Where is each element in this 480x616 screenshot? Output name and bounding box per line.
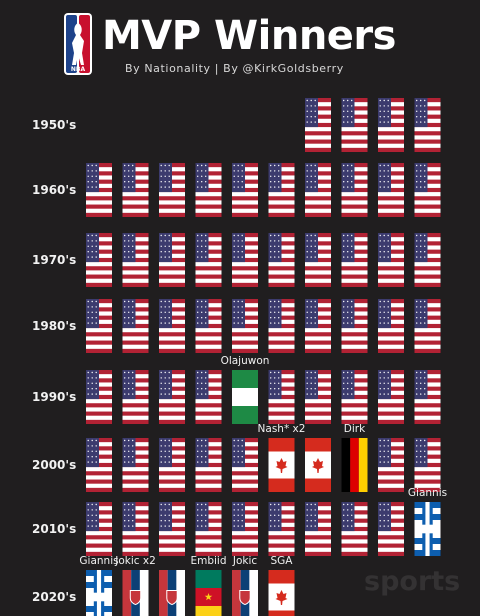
flag-canada-2020-s-6	[268, 570, 295, 616]
flag-germany-2000-s-8	[341, 438, 368, 492]
flag-usa-1970-s-6	[268, 233, 295, 287]
watermark: sports	[364, 566, 461, 597]
flag-usa-1980-s-6	[268, 299, 295, 353]
flag-usa-1950-s-1	[305, 98, 331, 152]
flag-greece-2010-s-10	[414, 502, 441, 556]
flag-usa-1970-s-9	[378, 233, 404, 287]
flag-cameroon-2020-s-4	[195, 570, 222, 616]
flag-usa-1990-s-8	[341, 370, 368, 424]
flag-usa-1980-s-10	[414, 299, 441, 353]
flag-usa-1970-s-1	[86, 233, 112, 287]
flag-usa-2000-s-3	[159, 438, 185, 492]
flag-usa-1990-s-4	[195, 370, 222, 424]
decade-label-1990-s: 1990's	[32, 390, 76, 404]
flag-usa-1950-s-3	[378, 98, 404, 152]
flag-usa-2010-s-1	[86, 502, 112, 556]
flag-usa-2000-s-4	[195, 438, 222, 492]
flag-usa-1980-s-9	[378, 299, 404, 353]
flag-usa-1950-s-2	[341, 98, 368, 152]
flag-nigeria-1990-s-5	[232, 370, 258, 424]
flag-usa-1960-s-2	[122, 163, 149, 217]
flag-usa-1960-s-10	[414, 163, 441, 217]
header: NBA MVP Winners By Nationality | By @Kir…	[0, 0, 480, 90]
flag-usa-1960-s-6	[268, 163, 295, 217]
flag-greece-2020-s-1	[86, 570, 112, 616]
flag-usa-1950-s-4	[414, 98, 441, 152]
decade-label-1970-s: 1970's	[32, 253, 76, 267]
flag-usa-1990-s-2	[122, 370, 149, 424]
flag-usa-2000-s-10	[414, 438, 441, 492]
decade-label-2020-s: 2020's	[32, 590, 76, 604]
flag-usa-1990-s-6	[268, 370, 295, 424]
flag-usa-1960-s-3	[159, 163, 185, 217]
decade-label-1960-s: 1960's	[32, 183, 76, 197]
flag-usa-1970-s-4	[195, 233, 222, 287]
flag-usa-2010-s-4	[195, 502, 222, 556]
flag-usa-1980-s-7	[305, 299, 331, 353]
decade-label-1950-s: 1950's	[32, 118, 76, 132]
flag-serbia-2020-s-3	[159, 570, 185, 616]
flag-usa-2010-s-3	[159, 502, 185, 556]
flag-usa-2000-s-9	[378, 438, 404, 492]
annotation-jokic-x2-6: Jokic x2	[114, 555, 156, 567]
flag-usa-1980-s-1	[86, 299, 112, 353]
flag-usa-2010-s-8	[341, 502, 368, 556]
flag-usa-2000-s-5	[232, 438, 258, 492]
flag-usa-2010-s-7	[305, 502, 331, 556]
annotation-dirk-3: Dirk	[344, 423, 366, 435]
flag-usa-1980-s-8	[341, 299, 368, 353]
nba-logo-icon: NBA	[64, 13, 92, 75]
flag-usa-1970-s-10	[414, 233, 441, 287]
flag-usa-1960-s-1	[86, 163, 112, 217]
flag-usa-1980-s-4	[195, 299, 222, 353]
flag-usa-1980-s-3	[159, 299, 185, 353]
flag-usa-1970-s-2	[122, 233, 149, 287]
page-title: MVP Winners	[102, 13, 396, 59]
annotation-jokic-8: Jokic	[232, 555, 258, 567]
flag-usa-1990-s-3	[159, 370, 185, 424]
flag-usa-2010-s-6	[268, 502, 295, 556]
flag-usa-2000-s-2	[122, 438, 149, 492]
flag-usa-1970-s-3	[159, 233, 185, 287]
flag-usa-1970-s-5	[232, 233, 258, 287]
annotation-sga-9: SGA	[271, 555, 294, 567]
flag-usa-1960-s-5	[232, 163, 258, 217]
annotation-giannis-4: Giannis	[408, 487, 447, 499]
flag-usa-1960-s-8	[341, 163, 368, 217]
flag-usa-1960-s-9	[378, 163, 404, 217]
flag-usa-1990-s-1	[86, 370, 112, 424]
flag-usa-1990-s-10	[414, 370, 441, 424]
flag-usa-1980-s-2	[122, 299, 149, 353]
decade-label-2000-s: 2000's	[32, 458, 76, 472]
flag-usa-2010-s-2	[122, 502, 149, 556]
flag-usa-1960-s-4	[195, 163, 222, 217]
flag-canada-2000-s-7	[305, 438, 331, 492]
flag-usa-2000-s-1	[86, 438, 112, 492]
flag-usa-1990-s-7	[305, 370, 331, 424]
flag-usa-2010-s-5	[232, 502, 258, 556]
flag-usa-1960-s-7	[305, 163, 331, 217]
flag-usa-1990-s-9	[378, 370, 404, 424]
page-subtitle: By Nationality | By @KirkGoldsberry	[125, 62, 344, 75]
annotation-embiid-7: Embiid	[190, 555, 226, 567]
flag-usa-1980-s-5	[232, 299, 258, 353]
flag-serbia-2020-s-5	[232, 570, 258, 616]
annotation-nash-x2-2: Nash* x2	[258, 423, 306, 435]
decade-label-2010-s: 2010's	[32, 522, 76, 536]
annotation-giannis-5: Giannis	[79, 555, 118, 567]
flag-canada-2000-s-6	[268, 438, 295, 492]
flag-usa-1970-s-8	[341, 233, 368, 287]
flag-usa-1970-s-7	[305, 233, 331, 287]
flag-usa-2010-s-9	[378, 502, 404, 556]
decade-label-1980-s: 1980's	[32, 319, 76, 333]
annotation-olajuwon-1: Olajuwon	[221, 355, 270, 367]
flag-serbia-2020-s-2	[122, 570, 149, 616]
svg-text:NBA: NBA	[71, 66, 86, 73]
